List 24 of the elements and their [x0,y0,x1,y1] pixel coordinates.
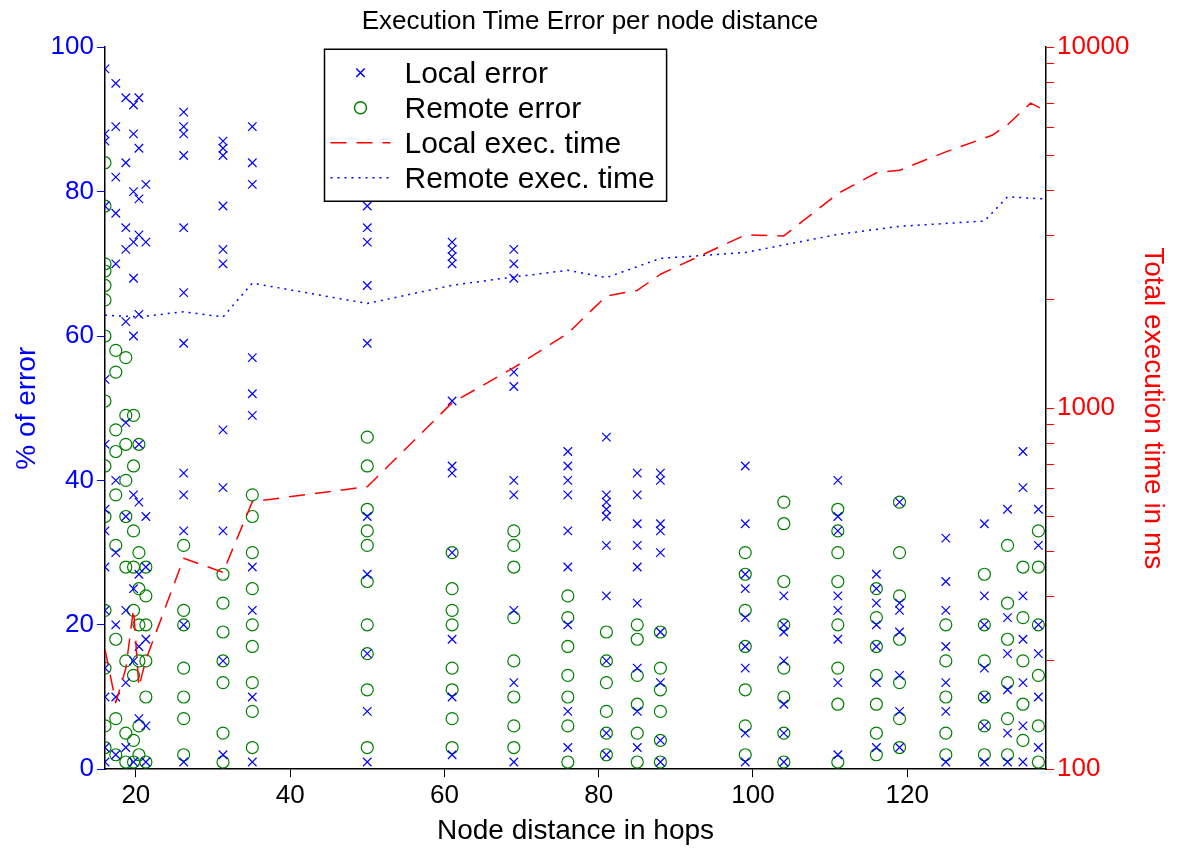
legend-label: Remote error [404,90,582,124]
y-tick-label: 20 [65,607,94,638]
y2-axis-title: Total execution time in ms [1139,247,1171,570]
y-tick-label: 100 [50,30,94,61]
y2-tick-label: 10000 [1057,30,1130,61]
chart-title: Execution Time Error per node distance [361,4,819,35]
y-tick-label: 60 [65,319,94,350]
x-tick-label: 60 [429,778,459,809]
y2-tick-label: 1000 [1057,391,1115,422]
x-tick-label: 40 [275,778,305,809]
legend-label: Remote exec. time [404,160,655,194]
x-tick-label: 20 [121,778,151,809]
x-tick-label: 120 [885,778,929,809]
legend-label: Local error [404,55,548,89]
y-tick-label: 40 [65,463,94,494]
legend-label: Local exec. time [404,125,622,159]
y-tick-label: 0 [79,752,94,783]
y2-tick-label: 100 [1057,752,1101,783]
line-series [104,196,1045,318]
x-axis-title: Node distance in hops [437,813,715,845]
x-tick-label: 80 [584,778,614,809]
x-tick-label: 100 [731,778,775,809]
y-axis-title: % of error [9,346,41,470]
y-tick-label: 80 [65,174,94,205]
